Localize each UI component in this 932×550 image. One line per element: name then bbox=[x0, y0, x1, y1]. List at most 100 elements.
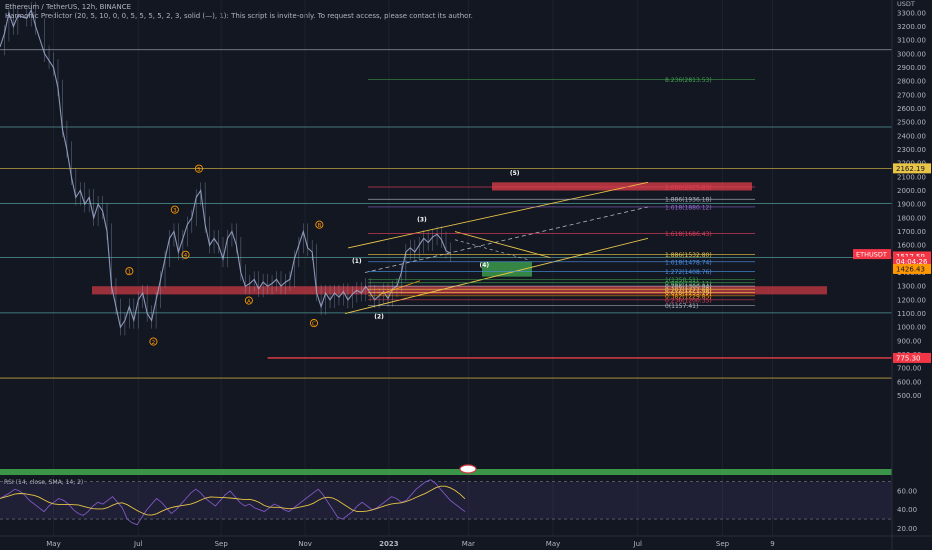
y-tick-label: 2300.00 bbox=[897, 146, 926, 154]
ratio-level-label: 1.618(1880.12) bbox=[665, 204, 712, 211]
wave-label-marker bbox=[149, 337, 158, 346]
x-tick-label: Nov bbox=[298, 540, 312, 548]
currency-label: USDT bbox=[897, 0, 915, 8]
price-tag-label: 1426.43 bbox=[896, 265, 925, 273]
x-tick-label: Mar bbox=[462, 540, 475, 548]
price-tag-label: 2162.19 bbox=[896, 165, 925, 173]
y-tick-label: 2600.00 bbox=[897, 105, 926, 113]
wave-label-white: (5) bbox=[510, 170, 520, 177]
y-tick-label: 2100.00 bbox=[897, 173, 926, 181]
channel-lower-line bbox=[344, 237, 649, 314]
y-tick-label: 1200.00 bbox=[897, 296, 926, 304]
y-tick-label: 600.00 bbox=[897, 378, 922, 386]
wave-label-marker bbox=[309, 319, 319, 328]
price-tag bbox=[893, 163, 931, 174]
y-tick-label: 1000.00 bbox=[897, 324, 926, 332]
price-tag bbox=[893, 251, 931, 262]
ratio-level-label: 1.272(1408.76) bbox=[665, 269, 712, 276]
wave-label-orange: 5 bbox=[197, 167, 201, 173]
wave-label-marker bbox=[170, 205, 179, 214]
price-tag-label: 775.30 bbox=[896, 354, 921, 362]
rsi-band bbox=[0, 481, 892, 520]
y-tick-label: 3000.00 bbox=[897, 50, 926, 58]
ratio-level-label: 0(1157.41) bbox=[665, 303, 698, 310]
y-tick-label: 500.00 bbox=[897, 392, 922, 400]
indicator-status: Harmonic Predictor (20, 5, 10, 0, 0, 5, … bbox=[5, 12, 473, 20]
ratio-level-label: 1.886(1532.80) bbox=[665, 252, 712, 259]
wave-label-orange: 4 bbox=[184, 253, 188, 259]
y-tick-label: 1100.00 bbox=[897, 310, 926, 318]
x-tick-label: 9 bbox=[770, 540, 774, 548]
wave-label-marker bbox=[315, 220, 324, 229]
x-tick-label: Jul bbox=[133, 540, 143, 548]
red-supply-zone bbox=[92, 286, 827, 295]
y-tick-label: 3100.00 bbox=[897, 37, 926, 45]
wave-label-orange: 2 bbox=[152, 340, 156, 346]
wave-label-orange: C bbox=[312, 321, 316, 327]
wave-label-white: (2) bbox=[374, 313, 384, 320]
wave-label-orange: 1 bbox=[128, 269, 132, 275]
x-tick-label: Sep bbox=[716, 540, 730, 548]
y-tick-label: 2400.00 bbox=[897, 132, 926, 140]
wave-label-marker bbox=[125, 267, 134, 276]
wave-label-orange: 3 bbox=[173, 208, 177, 214]
wave-label-white: (3) bbox=[417, 216, 427, 223]
y-tick-label: 2700.00 bbox=[897, 91, 926, 99]
ratio-level-label: 1(1350.51) bbox=[665, 277, 698, 284]
price-tag bbox=[893, 256, 931, 267]
wave-label-white: (4) bbox=[480, 262, 490, 269]
y-tick-label: 3300.00 bbox=[897, 9, 926, 17]
y-tick-label: 2800.00 bbox=[897, 78, 926, 86]
rsi-line bbox=[0, 479, 466, 526]
channel-upper-line bbox=[347, 181, 649, 249]
y-tick-label: 700.00 bbox=[897, 365, 922, 373]
ratio-level-label: 1.886(1936.18) bbox=[665, 197, 712, 204]
ratio-level-label: 1.618(1478.74) bbox=[665, 259, 712, 266]
y-tick-label: 1700.00 bbox=[897, 228, 926, 236]
wave-label-marker bbox=[194, 164, 203, 173]
ratio-level-label: 0.382(1229.85) bbox=[665, 293, 712, 300]
wave-label-white: (1) bbox=[352, 258, 362, 265]
y-tick-label: 3200.00 bbox=[897, 23, 926, 31]
symbol-tag bbox=[853, 249, 891, 260]
ratio-level-label: 0.236(1200.35) bbox=[665, 297, 712, 304]
price-tag bbox=[893, 263, 931, 274]
wave-label-marker bbox=[244, 296, 253, 305]
y-tick-label: 900.00 bbox=[897, 337, 922, 345]
wave-label-marker bbox=[181, 250, 190, 259]
ratio-level-label: 1.618(1686.43) bbox=[665, 231, 712, 238]
y-tick-label: 1300.00 bbox=[897, 283, 926, 291]
rsi-tick-label: 60.00 bbox=[897, 488, 917, 496]
rsi-tick-label: 20.00 bbox=[897, 525, 917, 533]
wedge-dashed-line bbox=[454, 239, 531, 261]
y-tick-label: 1800.00 bbox=[897, 214, 926, 222]
y-tick-label: 1900.00 bbox=[897, 201, 926, 209]
rsi-tick-label: 40.00 bbox=[897, 506, 917, 514]
green-wave4-zone bbox=[482, 261, 532, 277]
ratio-level-label: 0.618(1253.29) bbox=[665, 290, 712, 297]
price-tag bbox=[893, 352, 931, 363]
wedge-upper-line bbox=[454, 231, 551, 258]
rsi-ma-line bbox=[0, 485, 466, 516]
ratio-level-label: 2.000(2025.83) bbox=[665, 184, 712, 191]
ratio-level-label: 8.236(2813.53) bbox=[665, 77, 712, 84]
ratio-level-label: 0.707(1277.68) bbox=[665, 287, 712, 294]
ratio-level-label: 0.786(1300.84) bbox=[665, 284, 712, 291]
chart-title: Ethereum / TetherUS, 12h, BINANCE bbox=[5, 3, 132, 11]
x-tick-label: May bbox=[46, 540, 60, 548]
x-tick-label: Sep bbox=[215, 540, 229, 548]
wave-label-orange: B bbox=[317, 223, 321, 229]
ratio-level-label: 0.886(1325.11) bbox=[665, 280, 712, 287]
x-tick-label: May bbox=[546, 540, 560, 548]
y-tick-label: 2000.00 bbox=[897, 187, 926, 195]
y-tick-label: 2900.00 bbox=[897, 64, 926, 72]
price-tag-label: 04:04:26 bbox=[896, 258, 928, 266]
symbol-tag-label: ETHUSDT bbox=[856, 251, 887, 259]
flag-icon[interactable] bbox=[459, 464, 477, 474]
red-target-zone bbox=[492, 182, 752, 191]
x-tick-label: Jul bbox=[633, 540, 643, 548]
rsi-label: RSI (14, close, SMA, 14, 2) bbox=[4, 479, 83, 486]
x-tick-label: 2023 bbox=[379, 540, 399, 548]
price-line bbox=[0, 8, 451, 329]
